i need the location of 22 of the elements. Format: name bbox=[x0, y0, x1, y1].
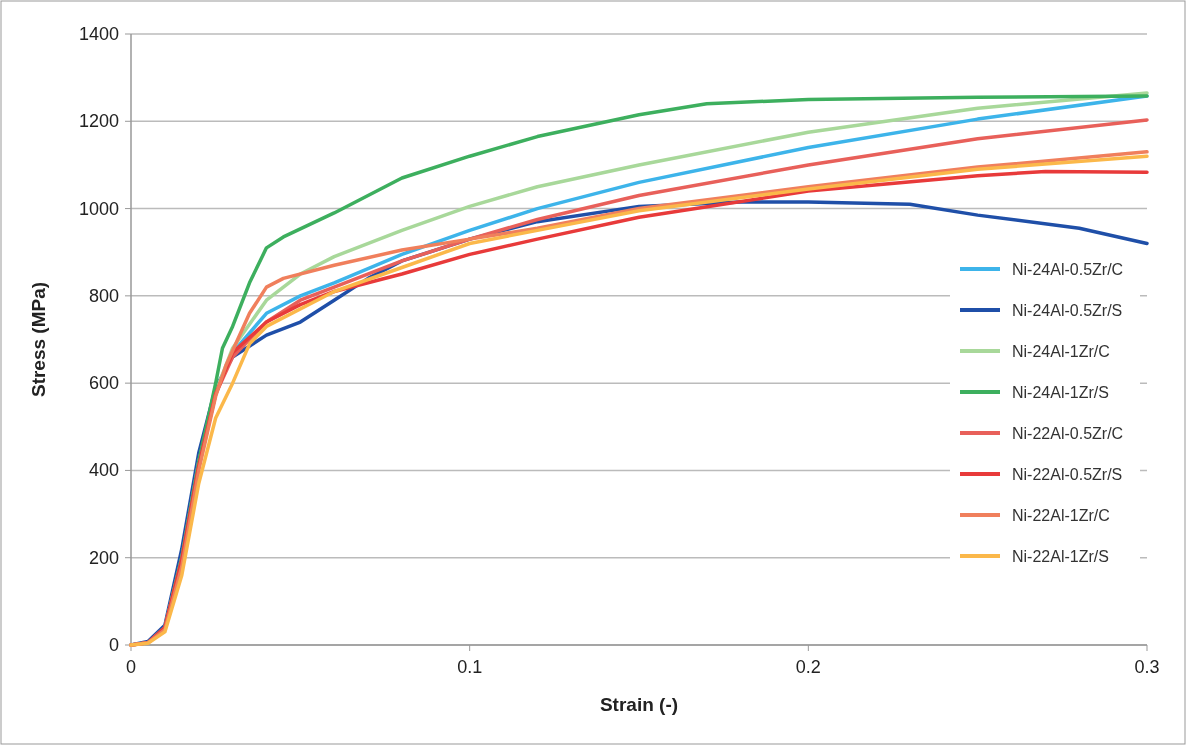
y-tick-label: 1000 bbox=[78, 198, 119, 219]
legend-label: Ni-22Al-1Zr/S bbox=[1012, 548, 1109, 565]
x-tick-label: 0.2 bbox=[795, 657, 821, 677]
legend-label: Ni-22Al-1Zr/C bbox=[1012, 507, 1110, 524]
legend-label: Ni-22Al-0.5Zr/S bbox=[1012, 466, 1123, 483]
y-tick-label: 600 bbox=[88, 373, 119, 394]
y-tick-label: 800 bbox=[88, 285, 119, 306]
y-tick-label: 200 bbox=[88, 547, 119, 568]
legend-label: Ni-24Al-1Zr/C bbox=[1012, 343, 1110, 360]
x-tick-label: 0 bbox=[125, 657, 137, 677]
y-tick-label: 400 bbox=[88, 460, 119, 481]
legend-label: Ni-22Al-0.5Zr/C bbox=[1012, 425, 1124, 442]
x-tick-label: 0.1 bbox=[457, 657, 483, 677]
legend-label: Ni-24Al-1Zr/S bbox=[1012, 384, 1109, 401]
y-tick-label: 1200 bbox=[78, 111, 119, 132]
y-axis-title: Stress (MPa) bbox=[28, 281, 49, 398]
y-tick-label: 0 bbox=[108, 635, 119, 655]
x-axis-title: Strain (-) bbox=[599, 694, 679, 715]
legend-label: Ni-24Al-0.5Zr/S bbox=[1012, 302, 1123, 319]
legend-label: Ni-24Al-0.5Zr/C bbox=[1012, 261, 1124, 278]
y-tick-label: 1400 bbox=[78, 24, 119, 44]
x-tick-label: 0.3 bbox=[1134, 657, 1160, 677]
